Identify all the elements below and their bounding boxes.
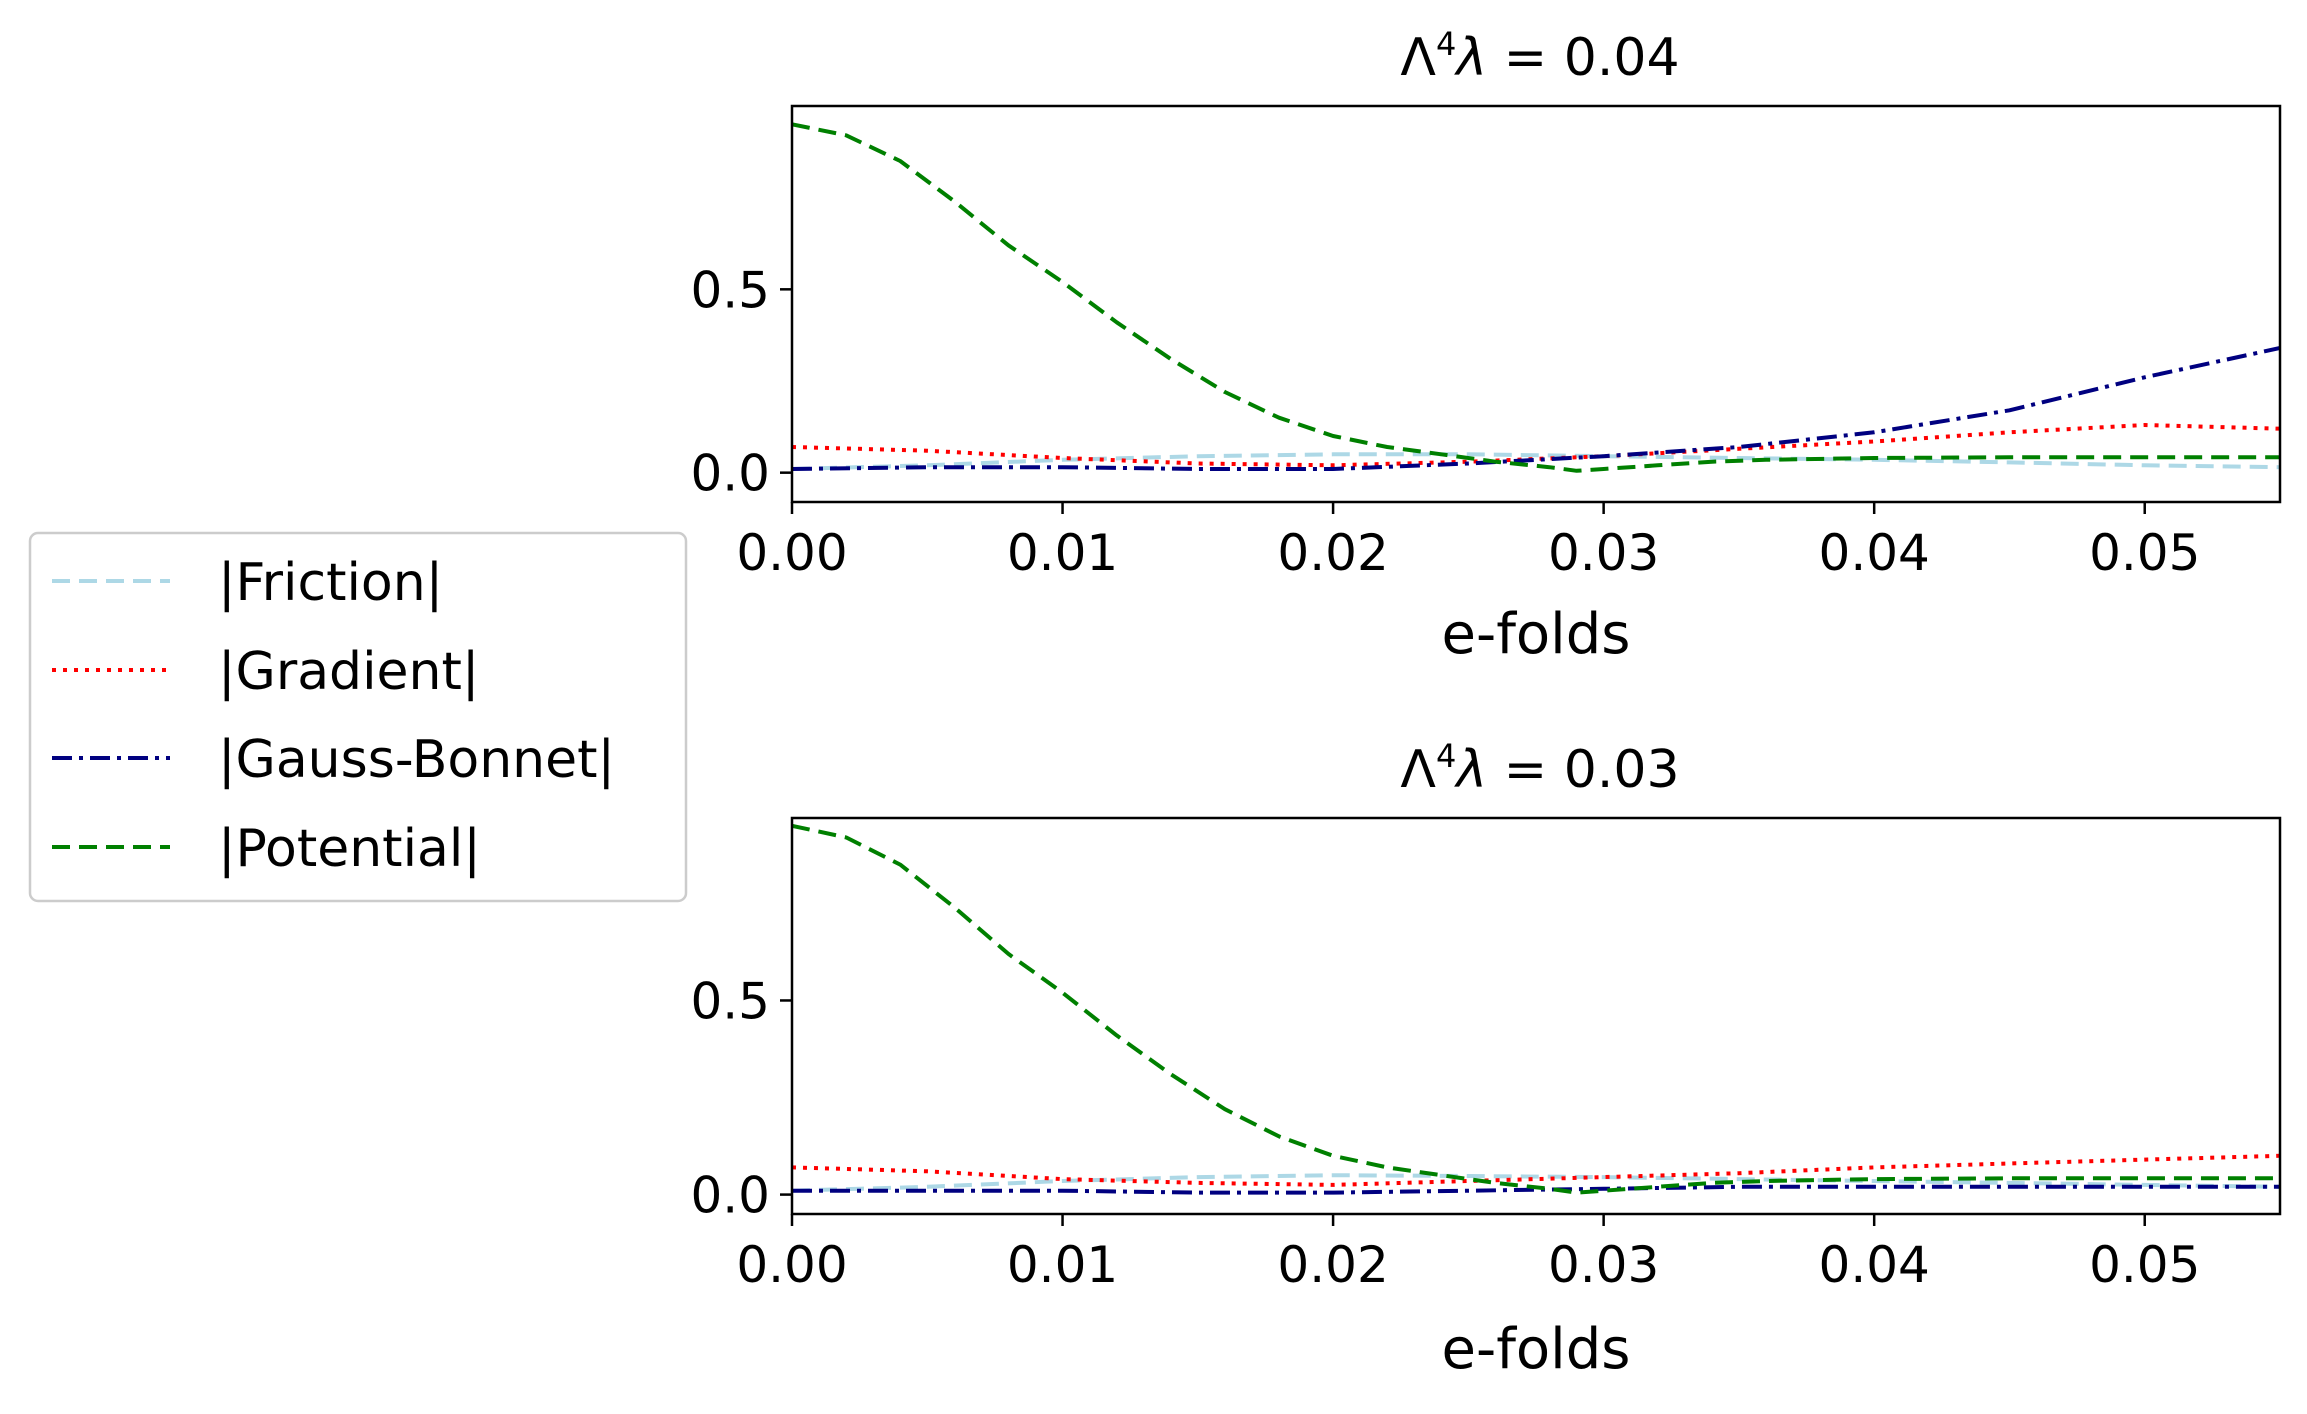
top-x-axis-label: e-folds xyxy=(1442,602,1631,667)
bottom-x-tick-label: 0.03 xyxy=(1548,1236,1659,1294)
bottom-y-ticks: 0.0 0.5 xyxy=(690,972,792,1225)
legend-entry-potential: |Potential| xyxy=(52,819,481,879)
legend-entry-friction: |Friction| xyxy=(52,553,443,613)
top-panel-title: Λ4λ = 0.04 xyxy=(1400,25,1679,88)
bottom-plot-area xyxy=(790,816,2282,1216)
top-x-ticks: 0.00 0.01 0.02 0.03 0.04 0.05 xyxy=(736,502,2200,582)
legend-frame xyxy=(28,531,688,903)
bottom-series-potential xyxy=(792,823,2280,1195)
legend: |Friction| |Gradient| |Gauss-Bonnet| |Po… xyxy=(28,531,688,903)
legend-label-potential: |Potential| xyxy=(218,819,481,879)
bottom-x-axis-label: e-folds xyxy=(1442,1317,1631,1382)
top-x-tick-label: 0.03 xyxy=(1548,524,1659,582)
legend-entry-gradient: |Gradient| xyxy=(52,642,479,702)
top-y-ticks: 0.0 0.5 xyxy=(690,261,792,503)
top-x-tick-label: 0.05 xyxy=(2089,524,2200,582)
bottom-x-tick-label: 0.04 xyxy=(1819,1236,1930,1294)
top-x-tick-label: 0.04 xyxy=(1819,524,1930,582)
bottom-x-tick-label: 0.00 xyxy=(736,1236,847,1294)
bottom-axes-frame xyxy=(790,816,2282,1216)
bottom-x-ticks: 0.00 0.01 0.02 0.03 0.04 0.05 xyxy=(736,1214,2200,1294)
legend-label-gauss-bonnet: |Gauss-Bonnet| xyxy=(218,730,615,790)
top-y-tick-label: 0.5 xyxy=(690,261,770,319)
bottom-panel: Λ4λ = 0.03 0.00 0.01 0.02 0.03 0.04 0.05 0.00… xyxy=(690,737,2282,1382)
bottom-x-tick-label: 0.02 xyxy=(1277,1236,1388,1294)
bottom-y-tick-label: 0.0 xyxy=(690,1167,770,1225)
bottom-series-friction xyxy=(792,1173,2280,1193)
bottom-y-tick-label: 0.5 xyxy=(690,972,770,1030)
bottom-x-tick-label: 0.01 xyxy=(1007,1236,1118,1294)
top-x-tick-label: 0.00 xyxy=(736,524,847,582)
top-series-gauss-bonnet xyxy=(792,346,2280,471)
top-axes-frame xyxy=(790,104,2282,504)
legend-entry-gauss-bonnet: |Gauss-Bonnet| xyxy=(52,730,615,790)
legend-label-gradient: |Gradient| xyxy=(218,642,479,702)
top-plot-area xyxy=(790,104,2282,504)
top-series-lines xyxy=(792,122,2280,473)
bottom-panel-title: Λ4λ = 0.03 xyxy=(1400,737,1679,800)
top-x-tick-label: 0.01 xyxy=(1007,524,1118,582)
top-series-potential xyxy=(792,122,2280,473)
bottom-x-tick-label: 0.05 xyxy=(2089,1236,2200,1294)
top-series-friction xyxy=(792,452,2280,471)
top-y-tick-label: 0.0 xyxy=(690,445,770,503)
bottom-series-gauss-bonnet xyxy=(792,1184,2280,1195)
bottom-series-lines xyxy=(792,823,2280,1195)
top-x-tick-label: 0.02 xyxy=(1277,524,1388,582)
top-panel: Λ4λ = 0.04 0.00 0.01 0.02 0.03 0.04 0.05 0.00… xyxy=(690,25,2282,667)
legend-label-friction: |Friction| xyxy=(218,553,443,613)
